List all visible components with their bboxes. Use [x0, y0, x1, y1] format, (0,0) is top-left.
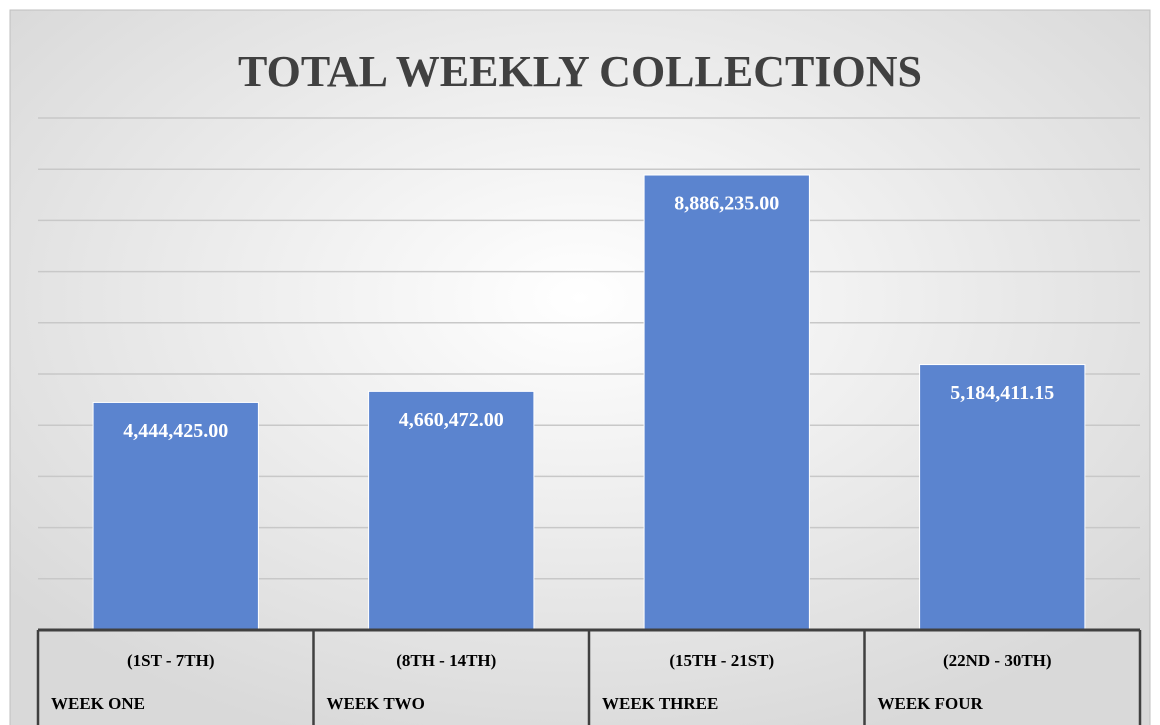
x-tick-group-label: WEEK ONE — [51, 694, 145, 713]
data-label: 4,660,472.00 — [399, 409, 504, 431]
data-label: 4,444,425.00 — [123, 420, 228, 442]
bar — [368, 390, 535, 631]
x-tick-label: (15TH - 21ST) — [669, 651, 774, 670]
bar — [919, 364, 1086, 631]
x-tick-label: (1ST - 7TH) — [127, 651, 215, 670]
data-label: 8,886,235.00 — [674, 193, 779, 215]
x-tick-group-label: WEEK FOUR — [878, 694, 984, 713]
x-tick-label: (8TH - 14TH) — [396, 651, 496, 670]
bar — [643, 174, 810, 631]
x-tick-group-label: WEEK TWO — [327, 694, 425, 713]
data-label: 5,184,411.15 — [950, 382, 1054, 404]
x-tick-label: (22ND - 30TH) — [943, 651, 1052, 670]
chart-title: TOTAL WEEKLY COLLECTIONS — [238, 47, 922, 96]
x-tick-group-label: WEEK THREE — [602, 694, 718, 713]
bar — [92, 401, 259, 631]
